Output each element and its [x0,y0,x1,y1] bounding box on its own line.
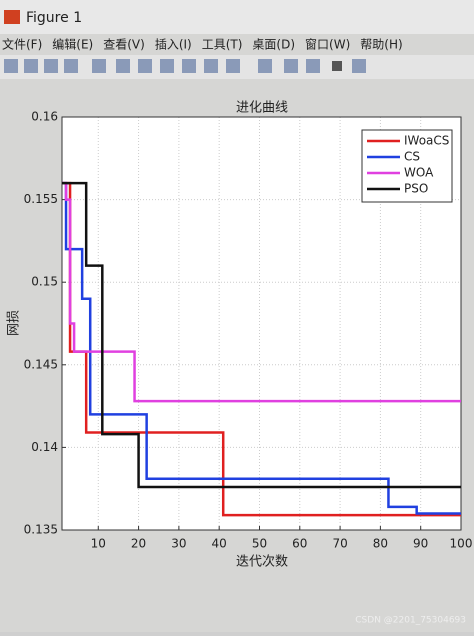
legend-label: PSO [404,182,428,196]
x-tick-label: 90 [413,537,428,551]
tool-icon[interactable] [116,59,130,73]
tool-icon[interactable] [182,59,196,73]
legend-label: CS [404,150,420,164]
tool-icon[interactable] [160,59,174,73]
menu-item[interactable]: 插入(I) [155,38,192,52]
y-tick-label: 0.135 [24,523,58,537]
tool-icon[interactable] [138,59,152,73]
menu-item[interactable]: 工具(T) [202,38,243,52]
y-tick-label: 0.155 [24,192,58,206]
tool-icon[interactable] [4,59,18,73]
menu-item[interactable]: 文件(F) [2,37,42,52]
tool-icon[interactable] [332,61,342,71]
x-tick-label: 40 [212,537,227,551]
tool-icon[interactable] [64,59,78,73]
series-line [62,181,461,515]
series-line [62,181,461,489]
tool-icon[interactable] [284,59,298,73]
chart-title: 进化曲线 [236,101,288,116]
title-bar [0,0,474,34]
tool-icon[interactable] [92,59,106,73]
window-title: Figure 1 [26,10,82,26]
tool-icon[interactable] [352,59,366,73]
axes-box [61,116,462,531]
tool-icon[interactable] [226,59,240,73]
x-tick-label: 30 [171,537,186,551]
tool-icon[interactable] [204,59,218,73]
menu-item[interactable]: 窗口(W) [305,38,350,52]
y-tick-label: 0.14 [31,440,58,454]
y-tick-label: 0.15 [31,275,58,289]
series-line [62,181,461,403]
x-tick-label: 70 [332,537,347,551]
tool-icon[interactable] [258,59,272,73]
watermark: CSDN @2201_75304693 [355,616,466,626]
y-tick-label: 0.145 [24,357,58,371]
x-tick-label: 50 [252,537,267,551]
menu-item[interactable]: 编辑(E) [52,37,93,52]
y-axis-label: 网损 [7,310,22,336]
menu-item[interactable]: 查看(V) [103,38,145,52]
x-tick-label: 60 [292,537,307,551]
legend-label: IWoaCS [404,134,449,148]
chart: 10 20 30 40 50 60 70 80 90 100 0.135 0.14 0.145 0.15 0… [24,110,473,551]
tool-icon[interactable] [306,59,320,73]
y-tick-label: 0.16 [31,110,58,124]
legend-label: WOA [404,166,434,180]
tool-icon[interactable] [24,59,38,73]
tool-icon[interactable] [44,59,58,73]
x-tick-label: 20 [131,537,146,551]
x-tick-label: 80 [373,537,388,551]
x-axis-label: 迭代次数 [236,554,288,570]
menu-item[interactable]: 桌面(D) [252,38,295,52]
menu-bar: 文件(F) 编辑(E) 查看(V) 插入(I) 工具(T) 桌面(D) 窗口(W) 帮助(H) [2,37,403,52]
toolbar-icons [4,59,366,73]
app-icon [4,10,20,24]
menu-item[interactable]: 帮助(H) [360,38,402,52]
x-tick-label: 10 [91,537,106,551]
x-tick-label: 100 [450,537,473,551]
